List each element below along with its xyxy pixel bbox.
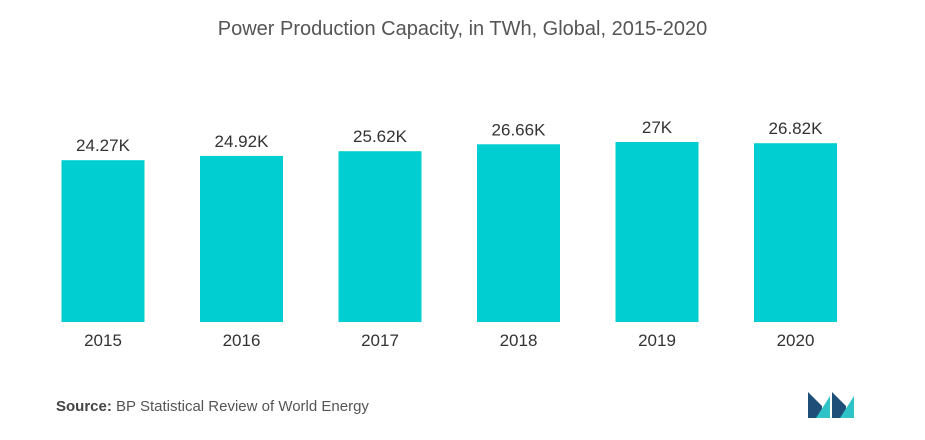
value-labels-group: 24.27K 24.92K 25.62K 26.66K 27K 26.82K	[76, 118, 823, 155]
value-label-2015: 24.27K	[76, 136, 131, 155]
x-tick-label-2019: 2019	[638, 331, 676, 350]
bar-2016	[200, 155, 283, 322]
source-label: Source:	[56, 398, 112, 415]
value-label-2017: 25.62K	[353, 127, 408, 146]
bar-2017	[338, 151, 422, 322]
bars-group	[61, 142, 837, 322]
source-text: BP Statistical Review of World Energy	[116, 398, 369, 415]
logo-middle-shape	[816, 396, 830, 418]
x-tick-label-2018: 2018	[500, 331, 538, 350]
chart-title: Power Production Capacity, in TWh, Globa…	[217, 18, 708, 40]
bar-2019	[615, 142, 699, 322]
value-label-2020: 26.82K	[769, 119, 824, 138]
x-tick-label-2017: 2017	[361, 331, 399, 350]
bar-chart: 24.27K 24.92K 25.62K 26.66K 27K 26.82K 2015 20…	[61, 118, 837, 350]
value-label-2016: 24.92K	[215, 132, 270, 151]
x-tick-label-2020: 2020	[777, 331, 815, 350]
x-tick-labels-group: 2015 2016 2017 2018 2019 2020	[84, 331, 814, 350]
mordor-intelligence-logo-icon	[808, 392, 854, 418]
source-note: Source: BP Statistical Review of World E…	[56, 398, 369, 415]
bar-2020	[754, 143, 837, 322]
value-label-2019: 27K	[642, 118, 673, 137]
logo-far-right-shape	[840, 396, 854, 418]
x-tick-label-2015: 2015	[84, 331, 122, 350]
bar-2018	[477, 144, 560, 322]
x-tick-label-2016: 2016	[223, 331, 261, 350]
value-label-2018: 26.66K	[492, 120, 547, 139]
bar-2015	[61, 160, 145, 322]
logo-right-shape	[832, 392, 846, 418]
logo-left-shape	[808, 392, 822, 418]
